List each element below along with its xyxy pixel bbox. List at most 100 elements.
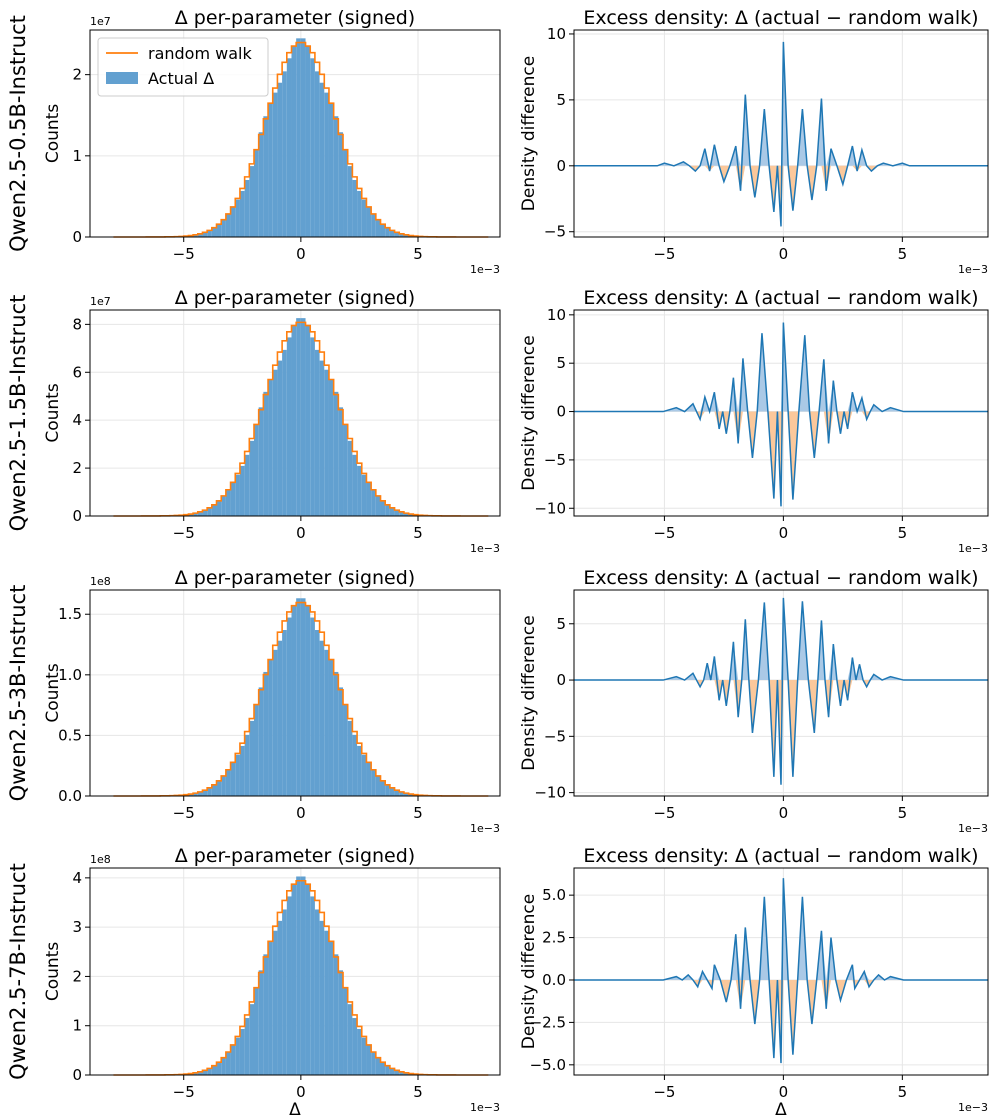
random-walk-line — [113, 879, 489, 1076]
hist-bar — [258, 970, 264, 1075]
hist-bar — [193, 234, 198, 237]
hist-bar — [286, 337, 292, 516]
hist-bar — [282, 630, 287, 796]
hist-bar — [361, 474, 367, 516]
x-tick-label: 5 — [413, 245, 423, 263]
hist-bar — [328, 659, 334, 796]
x-tick-label: −5 — [173, 245, 195, 263]
hist-bar — [305, 884, 311, 1075]
hist-bar — [380, 500, 386, 516]
hist-bar — [272, 369, 278, 516]
y-tick-label: 0 — [72, 1066, 82, 1084]
row-label: Qwen2.5-3B-Instruct — [6, 585, 30, 802]
hist-bar — [268, 379, 273, 516]
hist-bar — [239, 190, 245, 237]
y-axis-label: Counts — [43, 383, 63, 442]
hist-bar — [211, 505, 217, 516]
positive-area — [574, 878, 988, 980]
hist-bar — [272, 92, 278, 237]
y-tick-label: 0 — [72, 507, 82, 525]
row-label: Qwen2.5-7B-Instruct — [6, 863, 30, 1080]
x-tick-label: −5 — [173, 1083, 195, 1101]
hist-bar — [296, 598, 301, 796]
x-exponent-label: 1e−3 — [470, 542, 500, 555]
hist-bar — [268, 103, 273, 237]
x-tick-label: 5 — [898, 804, 908, 822]
hist-bar — [286, 58, 292, 238]
hist-bar — [319, 360, 325, 516]
hist-bar — [216, 1062, 222, 1075]
y-tick-label: 0 — [556, 157, 566, 175]
legend-label: random walk — [148, 44, 252, 63]
hist-bar — [207, 788, 212, 796]
hist-bar — [277, 640, 283, 796]
positive-area — [574, 322, 988, 412]
y-tick-label: 4 — [72, 869, 82, 887]
random-walk-line — [113, 41, 489, 238]
hist-bar — [258, 132, 264, 237]
histogram-panel: −5 0 5 0 1 2 Δ per-parameter (signed) 1e−3 1e7 Co… — [43, 7, 501, 276]
hist-bar — [361, 199, 367, 237]
density-line — [574, 878, 988, 1064]
x-tick-label: −5 — [653, 245, 675, 263]
hist-bar — [282, 349, 287, 516]
hist-bar — [352, 454, 358, 516]
y-tick-label: 0.0 — [542, 971, 566, 989]
hist-bar — [403, 793, 409, 796]
hist-bar — [357, 190, 362, 237]
hist-bar — [385, 785, 390, 796]
hist-bar — [225, 1051, 231, 1075]
density-panel: −5 0 5 −10 −5 0 5 10 Excess density: Δ (actual −… — [519, 287, 989, 555]
hist-bar — [343, 987, 348, 1075]
hist-bar — [249, 1004, 254, 1075]
hist-bar — [366, 206, 372, 237]
hist-bar — [310, 617, 315, 796]
hist-bar — [324, 649, 329, 796]
hist-bar — [399, 1071, 404, 1075]
x-exponent-label: 1e−3 — [958, 542, 988, 555]
y-tick-label: −10 — [534, 499, 566, 517]
x-tick-label: −5 — [653, 1083, 675, 1101]
hist-bar — [352, 1018, 358, 1075]
hist-bar — [408, 514, 414, 516]
x-exponent-label: 1e−3 — [958, 263, 988, 276]
density-line — [574, 41, 988, 227]
x-tick-label: 5 — [413, 524, 423, 542]
hist-bar — [333, 116, 339, 237]
hist-bar — [193, 513, 198, 516]
x-axis-label: Δ — [289, 1100, 301, 1120]
hist-bar — [221, 775, 226, 796]
x-tick-label: 0 — [779, 524, 789, 542]
x-exponent-label: 1e−3 — [470, 822, 500, 835]
x-tick-label: −5 — [173, 804, 195, 822]
hist-bar — [291, 605, 297, 796]
hist-bar — [197, 233, 203, 237]
hist-bar — [235, 474, 240, 516]
hist-bar — [282, 909, 287, 1075]
hist-bar — [343, 424, 348, 516]
hist-bar — [300, 318, 306, 516]
y-tick-label: 2 — [72, 459, 82, 477]
y-tick-label: 2 — [72, 66, 82, 84]
axes-frame — [573, 589, 989, 797]
hist-bar — [389, 230, 395, 237]
chart-title: Excess density: Δ (actual − random walk) — [583, 287, 978, 309]
hist-bar — [333, 671, 339, 796]
hist-bar — [188, 794, 194, 796]
hist-bar — [380, 224, 386, 237]
hist-bar — [291, 45, 297, 238]
hist-bar — [211, 785, 217, 796]
x-tick-label: 5 — [898, 1083, 908, 1101]
density-panel: −5 0 5 −5 0 5 10 Excess density: Δ (actual − ra… — [519, 7, 989, 276]
hist-bar — [361, 754, 367, 796]
y-tick-label: 1.5 — [58, 605, 82, 623]
hist-bar — [399, 233, 404, 237]
hist-bar — [361, 1037, 367, 1075]
hist-bar — [366, 1044, 372, 1075]
hist-bar — [197, 1071, 203, 1075]
y-tick-label: 10 — [547, 25, 566, 43]
hist-bar — [403, 234, 409, 237]
hist-bar — [244, 179, 250, 237]
hist-bar — [347, 720, 353, 796]
